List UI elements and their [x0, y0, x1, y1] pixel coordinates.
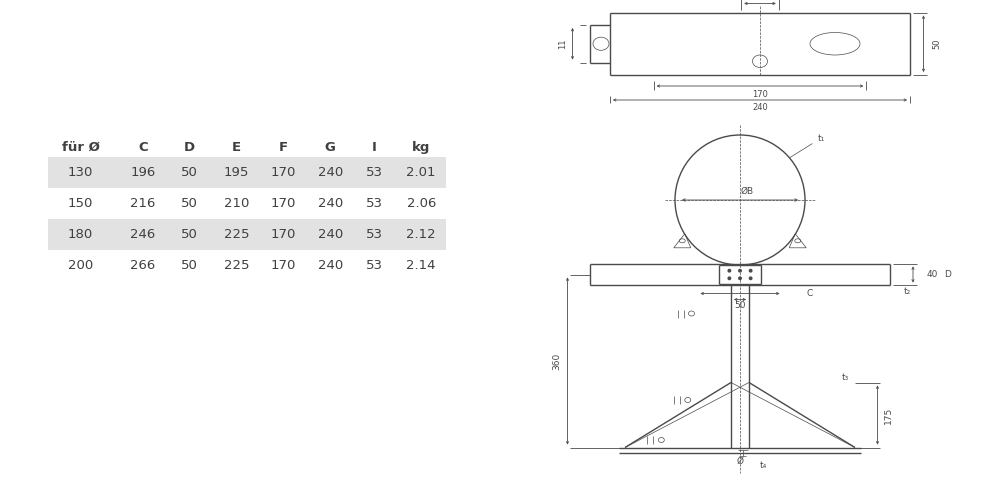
Text: 50: 50 — [181, 228, 198, 241]
Circle shape — [739, 277, 741, 280]
Text: 180: 180 — [68, 228, 93, 241]
Text: 240: 240 — [318, 166, 343, 179]
Text: 360: 360 — [552, 352, 561, 370]
Text: 240: 240 — [318, 259, 343, 272]
Circle shape — [728, 270, 731, 272]
Text: 170: 170 — [271, 228, 296, 241]
Text: 170: 170 — [271, 197, 296, 210]
Text: t₃: t₃ — [842, 373, 849, 382]
Text: kg: kg — [412, 141, 430, 154]
Text: 40: 40 — [926, 270, 938, 279]
Text: 200: 200 — [68, 259, 93, 272]
Text: D: D — [184, 141, 195, 154]
Text: C: C — [138, 141, 148, 154]
FancyBboxPatch shape — [48, 157, 446, 188]
Text: F: F — [279, 141, 288, 154]
Text: 53: 53 — [366, 166, 383, 179]
Text: 11: 11 — [558, 38, 567, 49]
Text: 175: 175 — [884, 406, 893, 424]
Text: I: I — [372, 141, 377, 154]
Text: 216: 216 — [130, 197, 156, 210]
Text: D: D — [944, 270, 951, 279]
Text: 210: 210 — [224, 197, 249, 210]
Text: 240: 240 — [318, 197, 343, 210]
Text: 246: 246 — [130, 228, 156, 241]
Text: 196: 196 — [130, 166, 156, 179]
Circle shape — [739, 270, 741, 272]
FancyBboxPatch shape — [48, 219, 446, 250]
Text: t₄: t₄ — [760, 460, 767, 469]
Text: 2.01: 2.01 — [406, 166, 436, 179]
Text: 170: 170 — [271, 259, 296, 272]
Text: 170: 170 — [271, 166, 296, 179]
Text: 50: 50 — [181, 259, 198, 272]
Text: 53: 53 — [366, 259, 383, 272]
Text: 266: 266 — [130, 259, 156, 272]
Text: 53: 53 — [366, 197, 383, 210]
Text: t₂: t₂ — [904, 288, 911, 296]
Circle shape — [728, 277, 731, 280]
Text: 240: 240 — [752, 103, 768, 112]
Text: 2.12: 2.12 — [406, 228, 436, 241]
Text: 225: 225 — [224, 228, 249, 241]
Text: 2.06: 2.06 — [407, 197, 436, 210]
Text: 170: 170 — [752, 90, 768, 98]
Text: G: G — [325, 141, 336, 154]
Text: 53: 53 — [366, 228, 383, 241]
Text: ØB: ØB — [741, 186, 754, 196]
Text: 130: 130 — [68, 166, 93, 179]
Text: 240: 240 — [318, 228, 343, 241]
Text: 150: 150 — [68, 197, 93, 210]
Circle shape — [749, 270, 752, 272]
Text: t₁: t₁ — [790, 134, 825, 158]
Text: E: E — [232, 141, 241, 154]
Text: 2.14: 2.14 — [406, 259, 436, 272]
Text: 50: 50 — [932, 38, 942, 49]
Text: für Ø: für Ø — [62, 141, 100, 154]
Text: 50: 50 — [181, 197, 198, 210]
Circle shape — [749, 277, 752, 280]
Text: C: C — [807, 289, 813, 298]
Text: 50: 50 — [181, 166, 198, 179]
Text: 225: 225 — [224, 259, 249, 272]
Text: 195: 195 — [224, 166, 249, 179]
Text: 50: 50 — [734, 301, 746, 310]
Text: Ø: Ø — [736, 457, 744, 466]
